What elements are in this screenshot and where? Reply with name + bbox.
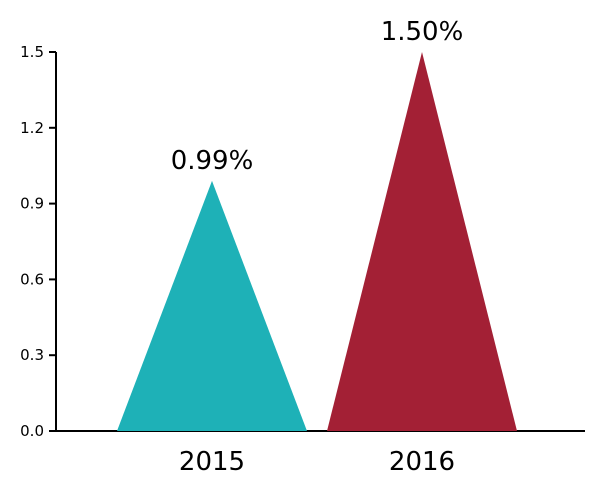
data-label: 0.99%	[171, 146, 254, 176]
y-tick-label: 0.3	[20, 346, 44, 364]
data-label: 1.50%	[381, 17, 464, 47]
x-category-label: 2016	[389, 447, 455, 477]
y-tick-label: 1.2	[20, 119, 44, 137]
y-tick-label: 1.5	[20, 43, 44, 61]
bar-2016	[327, 52, 517, 431]
chart-labels: 0.99% 2015 1.50% 2016	[171, 17, 464, 477]
y-tick-label: 0.9	[20, 195, 44, 213]
y-axis: 0.0 0.3 0.6 0.9 1.2 1.5	[20, 43, 57, 440]
x-category-label: 2015	[179, 447, 245, 477]
chart-marks	[117, 52, 517, 431]
y-tick-label: 0.6	[20, 270, 44, 288]
y-tick-label: 0.0	[20, 422, 44, 440]
bar-2015	[117, 180, 307, 431]
